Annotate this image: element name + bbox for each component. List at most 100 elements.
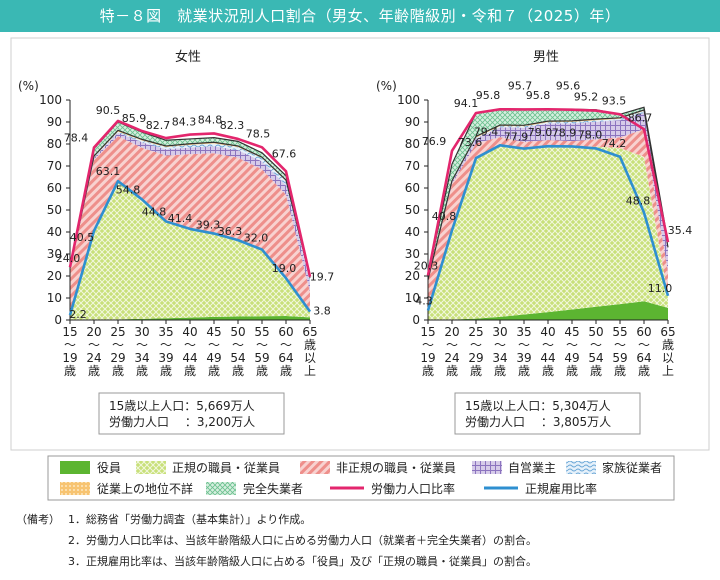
legend-label-officer: 役員 <box>97 460 121 475</box>
chart-title-male: 男性 <box>533 50 559 65</box>
label-regrate-female: 40.5 <box>70 231 95 244</box>
label-regrate-female: 44.8 <box>142 205 167 218</box>
x-tick-label-female: 20 ～ 24 歳 <box>86 325 101 378</box>
label-lfpr-female: 82.3 <box>220 119 245 132</box>
label-lfpr-male: 35.4 <box>668 224 693 237</box>
legend-label-self: 自営業主 <box>508 461 556 475</box>
label-regrate-male: 4.3 <box>415 295 433 308</box>
y-tick-label-female: 0 <box>54 313 62 327</box>
notes-prefix: （備考） <box>16 513 60 526</box>
x-tick-label-male: 40 ～ 44 歳 <box>540 325 555 378</box>
label-lfpr-female: 78.4 <box>64 132 89 145</box>
y-tick-label-male: 20 <box>405 269 420 283</box>
x-tick-label-female: 35 ～ 39 歳 <box>158 325 173 378</box>
note-2: 2．労働力人口比率は、当該年齢階級人口に占める労働力人口（就業者＋完全失業者）の… <box>68 533 537 547</box>
label-lfpr-male: 95.8 <box>476 89 501 102</box>
y-tick-label-female: 10 <box>47 291 62 305</box>
label-regrate-male: 79.4 <box>474 125 499 138</box>
label-lfpr-male: 94.1 <box>454 97 479 110</box>
label-regrate-female: 2.2 <box>69 308 87 321</box>
legend-item-family: 家族従業者 <box>566 460 662 475</box>
label-regrate-male: 11.0 <box>648 282 673 295</box>
x-tick-label-male: 30 ～ 34 歳 <box>492 325 507 378</box>
label-lfpr-female: 19.7 <box>310 271 335 284</box>
label-regrate-male: 40.8 <box>432 210 457 223</box>
label-lfpr-female: 84.3 <box>172 116 197 129</box>
x-tick-label-male: 25 ～ 29 歳 <box>468 325 483 378</box>
legend-swatch-nonregular <box>300 461 330 474</box>
y-tick-label-male: 100 <box>397 93 420 107</box>
label-lfpr-female: 84.8 <box>198 113 223 126</box>
y-axis-unit-female: (%) <box>18 79 39 93</box>
legend-item-officer: 役員 <box>60 460 121 475</box>
x-tick-label-female: 60 ～ 64 歳 <box>278 325 293 378</box>
y-tick-label-male: 30 <box>405 247 420 261</box>
y-tick-label-male: 50 <box>405 203 420 217</box>
line-regrate-male <box>426 144 670 311</box>
label-regrate-male: 73.6 <box>458 136 483 149</box>
area-regular-female <box>70 181 310 320</box>
label-lfpr-male: 95.8 <box>526 89 551 102</box>
x-tick-label-female: 15 ～ 19 歳 <box>62 325 77 378</box>
label-lfpr-female: 67.6 <box>272 147 297 160</box>
label-regrate-female: 39.3 <box>196 219 221 232</box>
employed-boundary-line-female <box>69 129 311 278</box>
label-regrate-male: 48.8 <box>626 195 651 208</box>
line-lfpr-male <box>426 107 670 276</box>
legend-item-lfpr: 労働力人口比率 <box>330 481 455 496</box>
y-tick-label-female: 50 <box>47 203 62 217</box>
label-regrate-male: 78.0 <box>578 128 603 141</box>
legend-item-unknown: 従業上の地位不詳 <box>60 481 193 496</box>
label-lfpr-female: 24.0 <box>56 252 81 265</box>
legend-item-regrate: 正規雇用比率 <box>484 481 597 496</box>
x-tick-label-female: 55 ～ 59 歳 <box>254 325 269 378</box>
population-female-labor: 労働力人口 ：3,200万人 <box>109 415 255 429</box>
y-tick-label-female: 80 <box>47 137 62 151</box>
legend-label-lfpr: 労働力人口比率 <box>371 481 455 496</box>
line-regrate-female <box>68 179 312 316</box>
y-tick-label-female: 90 <box>47 115 62 129</box>
label-lfpr-male: 95.6 <box>556 80 581 93</box>
population-male-labor: 労働力人口 ：3,805万人 <box>465 415 611 429</box>
label-regrate-female: 63.1 <box>96 165 121 178</box>
y-tick-label-male: 0 <box>412 313 420 327</box>
label-regrate-female: 3.8 <box>313 305 331 318</box>
x-tick-label-male: 15 ～ 19 歳 <box>420 325 435 378</box>
chart-male: 男性 (%) 0 10 20 30 40 50 60 70 80 90 100 15 ～ 19 歳 20 ～ 24 歳 2… <box>376 50 692 378</box>
x-tick-label-female: 25 ～ 29 歳 <box>110 325 125 378</box>
population-box-male: 15歳以上人口：5,304万人 労働力人口 ：3,805万人 <box>454 392 641 435</box>
employed-boundary-line-male <box>427 109 669 280</box>
legend-label-regular: 正規の職員・従業員 <box>172 460 280 475</box>
note-1: 1．総務省「労働力調査（基本集計）」より作成。 <box>68 512 311 526</box>
label-lfpr-female: 82.7 <box>146 119 171 132</box>
legend: 役員 正規の職員・従業員 非正規の職員・従業員 自営業主 家族従業者 従業上の地… <box>47 455 675 501</box>
x-tick-label-female: 30 ～ 34 歳 <box>134 325 149 378</box>
label-lfpr-male: 95.2 <box>574 91 599 104</box>
x-tick-label-male: 20 ～ 24 歳 <box>444 325 459 378</box>
legend-item-nonregular: 非正規の職員・従業員 <box>300 460 456 475</box>
y-tick-label-male: 70 <box>405 159 420 173</box>
chart-title-female: 女性 <box>175 49 201 65</box>
legend-label-unemployed: 完全失業者 <box>243 481 303 496</box>
x-tick-label-male: 35 ～ 39 歳 <box>516 325 531 378</box>
label-lfpr-female: 90.5 <box>96 104 121 117</box>
label-lfpr-male: 86.7 <box>628 111 653 124</box>
label-regrate-female: 19.0 <box>272 262 297 275</box>
area-nonregular-male <box>428 129 668 311</box>
y-axis-unit-male: (%) <box>376 79 397 93</box>
x-tick-label-male: 50 ～ 54 歳 <box>588 325 603 378</box>
area-officer-male <box>428 301 668 320</box>
label-regrate-male: 78.9 <box>552 126 577 139</box>
label-regrate-male: 74.2 <box>602 137 627 150</box>
y-tick-label-male: 90 <box>405 115 420 129</box>
x-tick-label-female: 40 ～ 44 歳 <box>182 325 197 378</box>
label-regrate-female: 54.8 <box>116 183 141 196</box>
label-lfpr-male: 20.3 <box>414 259 439 272</box>
y-tick-label-female: 40 <box>47 225 62 239</box>
y-tick-label-male: 80 <box>405 137 420 151</box>
population-male-total: 15歳以上人口：5,304万人 <box>465 399 611 413</box>
label-lfpr-female: 78.5 <box>246 127 271 140</box>
legend-label-family: 家族従業者 <box>602 460 662 475</box>
x-tick-label-male: 60 ～ 64 歳 <box>636 325 651 378</box>
